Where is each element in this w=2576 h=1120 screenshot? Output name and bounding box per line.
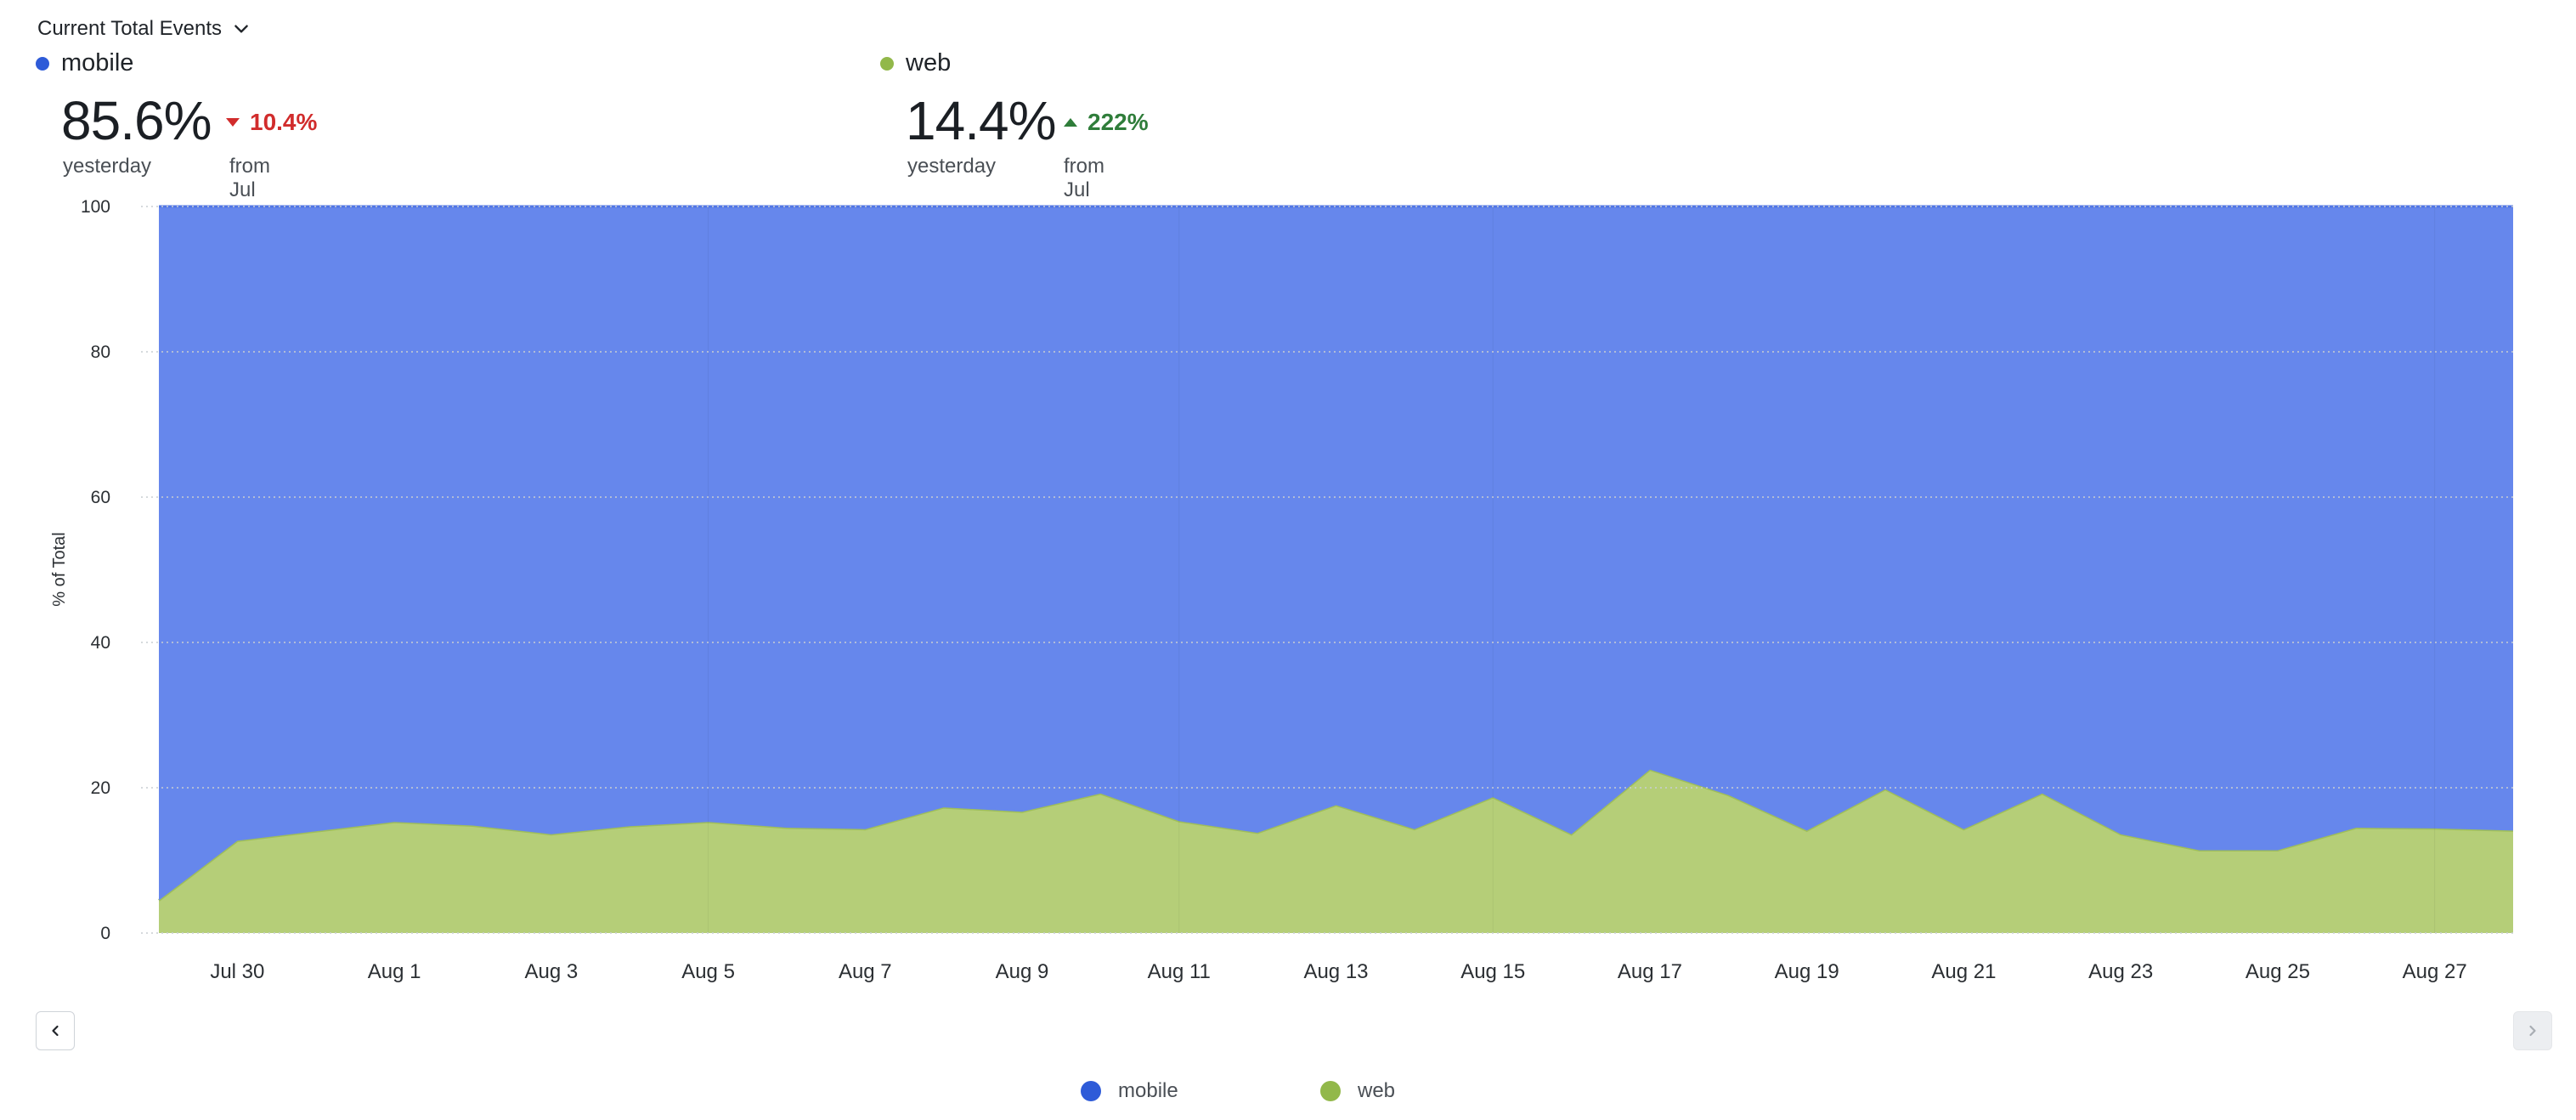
y-tick-label: 60 (91, 488, 110, 507)
x-tick-label: Jul 30 (210, 960, 264, 983)
legend-label: mobile (1118, 1079, 1178, 1102)
arrow-down-icon (226, 118, 240, 127)
chevron-left-icon (52, 1025, 59, 1037)
metric-dropdown-label: Current Total Events (37, 17, 222, 40)
legend-color-dot (1320, 1081, 1341, 1101)
chevron-down-icon (234, 25, 248, 33)
x-tick-label: Aug 9 (996, 960, 1049, 983)
y-axis-label: % of Total (50, 532, 69, 606)
series-color-dot (880, 56, 894, 71)
summary-change: 222% (1064, 109, 1149, 136)
metric-dropdown[interactable]: Current Total Events (37, 12, 251, 46)
summary-web: web 14.4% yesterday 222% from Jul 29 (880, 49, 1149, 225)
summary-mobile: mobile 85.6% yesterday 10.4% from Jul 29 (36, 49, 317, 225)
legend-label: web (1358, 1079, 1396, 1102)
arrow-up-icon (1064, 118, 1077, 127)
y-tick-label: 80 (91, 342, 110, 362)
x-tick-label: Aug 5 (681, 960, 735, 983)
previous-page-button[interactable] (36, 1011, 75, 1050)
x-tick-label: Aug 15 (1460, 960, 1525, 983)
summary-series-name: mobile (61, 49, 134, 76)
y-tick-label: 0 (100, 924, 110, 943)
x-tick-label: Aug 27 (2403, 960, 2467, 983)
summary-change: 10.4% (226, 109, 317, 136)
x-tick-label: Aug 13 (1303, 960, 1368, 983)
area-series-mobile (159, 206, 2513, 901)
x-tick-label: Aug 11 (1148, 960, 1211, 983)
legend-color-dot (1081, 1081, 1101, 1101)
x-tick-label: Aug 25 (2246, 960, 2310, 983)
summary-change-value: 10.4% (250, 109, 318, 135)
x-tick-label: Aug 19 (1775, 960, 1839, 983)
summary-change-value: 222% (1087, 109, 1149, 135)
x-tick-label: Aug 17 (1618, 960, 1682, 983)
summary-series-header: web (880, 49, 951, 77)
x-tick-label: Aug 1 (368, 960, 421, 983)
x-tick-label: Aug 7 (839, 960, 892, 983)
chevron-right-icon (2529, 1025, 2536, 1037)
x-tick-label: Aug 21 (1931, 960, 1996, 983)
y-tick-label: 100 (81, 197, 110, 217)
legend-item-web[interactable]: web (1320, 1079, 1395, 1103)
x-tick-label: Aug 23 (2088, 960, 2153, 983)
summary-series-name: web (906, 49, 952, 76)
y-tick-label: 40 (91, 633, 110, 653)
legend-item-mobile[interactable]: mobile (1081, 1079, 1178, 1103)
stacked-area-chart: 0 20 40 60 80 100 % of Total Jul 30 Aug 1 Aug 3 Au… (50, 197, 2514, 983)
y-tick-label: 20 (91, 778, 110, 798)
series-color-dot (36, 56, 49, 71)
summary-value: 85.6% (61, 90, 212, 151)
next-page-button[interactable] (2513, 1011, 2552, 1050)
summary-value-caption: yesterday (63, 155, 152, 178)
summary-value-caption: yesterday (907, 155, 997, 178)
x-tick-label: Aug 3 (524, 960, 578, 983)
summary-series-header: mobile (36, 49, 133, 77)
summary-value: 14.4% (906, 90, 1056, 151)
